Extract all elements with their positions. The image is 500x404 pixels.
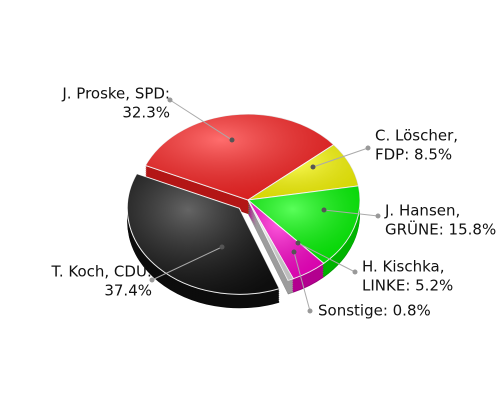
leader-line [323, 209, 379, 217]
slice-label: J. Proske, SPD: [61, 85, 170, 103]
leader-dot [352, 269, 358, 275]
slice-shine [248, 144, 359, 200]
slice-label: Sonstige: 0.8% [318, 302, 431, 320]
slice-shine [248, 200, 294, 281]
leader-line [169, 99, 233, 141]
leader-dot [365, 145, 371, 151]
slice-label: J. Hansen, [384, 202, 460, 220]
slice-label: FDP: 8.5% [375, 146, 452, 164]
slice-label: 37.4% [104, 282, 152, 300]
slice-shine [127, 173, 280, 295]
leader-dot [229, 137, 235, 143]
leader-dot [321, 207, 327, 213]
slice-label: H. Kischka, [362, 258, 445, 276]
slice-label: 32.3% [122, 104, 170, 122]
leader-line [151, 246, 223, 281]
leader-dot [375, 213, 381, 219]
leader-dot [149, 277, 155, 283]
slice-label: C. Löscher, [375, 127, 458, 145]
slice-label: T. Koch, CDU: [50, 263, 152, 281]
leader-dot [310, 164, 316, 170]
leader-dot [291, 249, 297, 255]
leader-line [293, 251, 311, 312]
leader-dot [167, 97, 173, 103]
slice-label: LINKE: 5.2% [362, 277, 453, 295]
leader-dot [219, 244, 225, 250]
leader-dot [307, 308, 313, 314]
slice-shine [248, 185, 360, 264]
leader-line [297, 242, 356, 273]
leader-line [312, 147, 369, 168]
slice-shine [248, 200, 324, 279]
leader-dot [295, 240, 301, 246]
slice-shine [145, 113, 334, 200]
slice-label: GRÜNE: 15.8% [385, 220, 496, 239]
